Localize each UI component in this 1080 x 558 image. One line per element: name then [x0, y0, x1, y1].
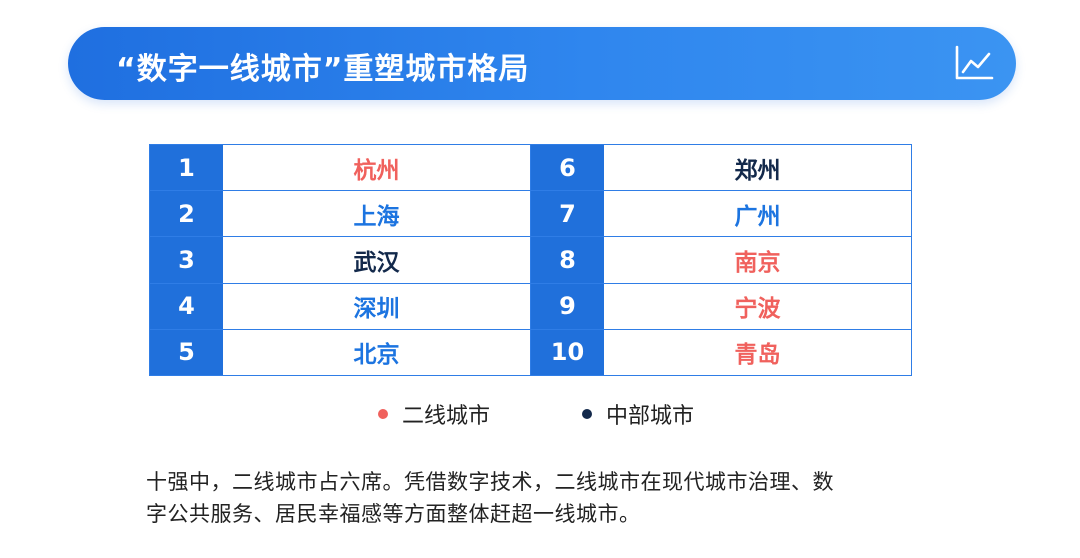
rank-number: 4	[150, 283, 223, 329]
rank-number: 6	[531, 145, 604, 191]
ranking-row: 2 上海	[150, 190, 530, 237]
ranking-row: 6 郑州	[531, 145, 911, 191]
city-name: 杭州	[353, 157, 400, 184]
legend-item-central: 中部城市	[582, 398, 694, 430]
rank-number: 9	[531, 283, 604, 329]
ranking-row: 9 宁波	[531, 282, 911, 329]
description-text: 十强中，二线城市占六席。凭借数字技术，二线城市在现代城市治理、数 字公共服务、居…	[146, 466, 946, 530]
ranking-row: 8 南京	[531, 236, 911, 283]
ranking-column-left: 1 杭州 2 上海 3 武汉 4 深圳 5 北京	[150, 145, 530, 376]
legend-label: 二线城市	[402, 404, 491, 429]
rank-number: 3	[150, 237, 223, 283]
city-ranking-table: 1 杭州 2 上海 3 武汉 4 深圳 5 北京 6 郑州 7 广州 8	[149, 144, 912, 376]
city-name: 北京	[353, 342, 400, 369]
city-name: 宁波	[734, 296, 781, 323]
city-name: 广州	[734, 203, 781, 230]
rank-number: 10	[531, 329, 604, 376]
ranking-column-right: 6 郑州 7 广州 8 南京 9 宁波 10 青岛	[530, 145, 911, 376]
title-banner: “数字一线城市”重塑城市格局	[68, 27, 1016, 100]
legend: 二线城市 中部城市	[378, 398, 694, 430]
rank-number: 1	[150, 145, 223, 191]
city-name: 南京	[734, 250, 781, 276]
legend-item-second-tier: 二线城市	[378, 398, 490, 430]
description-line: 字公共服务、居民幸福感等方面整体赶超一线城市。	[146, 502, 641, 526]
rank-number: 2	[150, 191, 223, 237]
rank-number: 5	[150, 329, 223, 376]
rank-number: 7	[531, 191, 604, 237]
city-name: 深圳	[353, 296, 400, 323]
city-name: 上海	[353, 203, 400, 230]
legend-label: 中部城市	[606, 404, 695, 429]
page-title: “数字一线城市”重塑城市格局	[116, 52, 530, 87]
rank-number: 8	[531, 237, 604, 283]
city-name: 青岛	[734, 342, 781, 369]
navy-dot-icon	[582, 409, 593, 419]
description-line: 十强中，二线城市占六席。凭借数字技术，二线城市在现代城市治理、数	[146, 470, 834, 494]
ranking-row: 3 武汉	[150, 236, 530, 283]
ranking-row: 4 深圳	[150, 282, 530, 329]
city-name: 郑州	[734, 157, 781, 184]
ranking-row: 10 青岛	[531, 328, 911, 376]
city-name: 武汉	[353, 250, 400, 276]
line-chart-icon	[955, 45, 994, 80]
ranking-row: 7 广州	[531, 190, 911, 237]
red-dot-icon	[378, 409, 388, 419]
ranking-row: 1 杭州	[150, 145, 530, 191]
ranking-row: 5 北京	[150, 328, 530, 376]
